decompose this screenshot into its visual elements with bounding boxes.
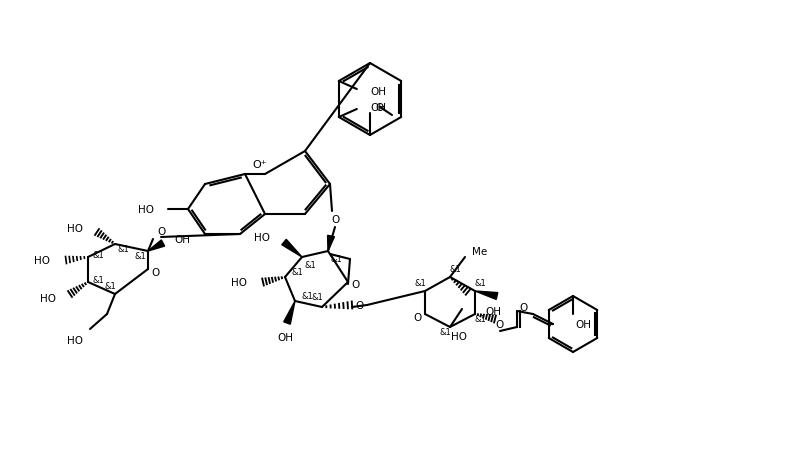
Polygon shape [282, 240, 302, 258]
Text: HO: HO [254, 232, 270, 243]
Text: HO: HO [67, 224, 83, 234]
Text: O: O [157, 226, 165, 236]
Text: Me: Me [472, 246, 488, 257]
Text: HO: HO [138, 205, 154, 215]
Text: &1: &1 [311, 293, 323, 302]
Text: OH: OH [575, 319, 591, 329]
Text: &1: &1 [134, 252, 146, 261]
Text: OH: OH [277, 332, 293, 342]
Text: &1: &1 [92, 251, 104, 260]
Text: O: O [356, 300, 364, 310]
Text: HO: HO [34, 255, 50, 265]
Text: O: O [331, 215, 339, 225]
Text: &1: &1 [439, 328, 451, 337]
Text: HO: HO [451, 331, 467, 341]
Text: &1: &1 [330, 255, 342, 264]
Text: &1: &1 [92, 276, 104, 285]
Text: &1: &1 [414, 279, 426, 288]
Text: O: O [376, 103, 384, 113]
Text: O⁺: O⁺ [253, 160, 267, 170]
Text: O: O [413, 312, 421, 322]
Text: &1: &1 [104, 282, 116, 291]
Text: &1: &1 [304, 261, 316, 270]
Text: HO: HO [67, 335, 83, 345]
Text: &1: &1 [117, 245, 128, 254]
Polygon shape [327, 236, 334, 252]
Polygon shape [148, 240, 164, 252]
Text: O: O [519, 302, 527, 312]
Text: &1: &1 [291, 268, 303, 277]
Text: O: O [496, 319, 504, 329]
Text: OH: OH [174, 235, 190, 244]
Text: OH: OH [371, 87, 387, 97]
Text: OH: OH [371, 103, 387, 113]
Text: &1: &1 [301, 292, 313, 301]
Text: HO: HO [231, 277, 247, 287]
Text: &1: &1 [474, 315, 486, 324]
Text: &1: &1 [474, 279, 486, 288]
Text: OH: OH [485, 306, 501, 316]
Polygon shape [284, 301, 295, 324]
Text: &1: &1 [449, 265, 461, 274]
Text: HO: HO [40, 293, 56, 304]
Text: O: O [152, 267, 160, 277]
Text: O: O [352, 279, 360, 290]
Polygon shape [475, 291, 498, 300]
